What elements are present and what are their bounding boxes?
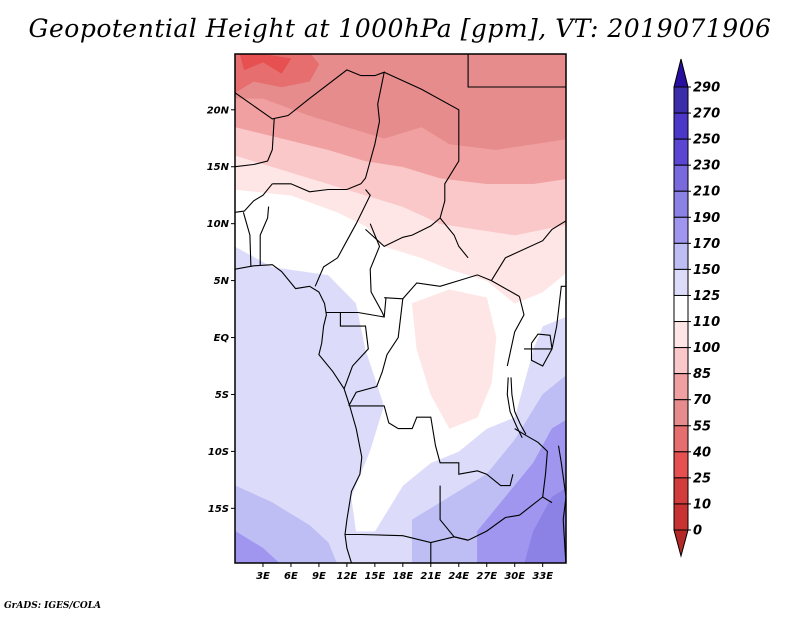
- border-togo-benin: [242, 212, 252, 267]
- colorbar-swatch: [673, 294, 689, 323]
- border-congo-drc: [348, 298, 404, 407]
- border-niger-libya-chad: [360, 71, 385, 185]
- border-mali-niger: [235, 118, 275, 168]
- colorbar-label: 25: [693, 471, 711, 486]
- colorbar-swatch: [673, 321, 689, 349]
- colorbar-label: 40: [692, 445, 711, 460]
- x-tick-label: 6E: [284, 571, 298, 582]
- colorbar-label: 250: [693, 133, 720, 148]
- fill-150-170: [235, 485, 337, 563]
- y-tick-label: 10S: [208, 447, 229, 458]
- colorbar-label: 150: [693, 263, 720, 278]
- fill-100-110-congo: [411, 289, 497, 429]
- border-drc-angola: [349, 405, 514, 487]
- y-tick-label: 15N: [207, 162, 230, 173]
- colorbar-swatch: [673, 451, 689, 479]
- border-lake-tanganyika-e: [510, 377, 527, 435]
- border-nigeria-cameroon: [314, 189, 371, 287]
- x-tick-label: 12E: [337, 571, 358, 582]
- border-niger-nigeria: [272, 183, 362, 193]
- border-south-sudan: [490, 220, 566, 281]
- border-algeria-niger: [235, 69, 362, 120]
- colorbar-label: 170: [693, 237, 720, 252]
- border-car-drc: [384, 274, 520, 300]
- border-zambia-zimbabwe: [467, 496, 553, 541]
- y-tick-label: EQ: [214, 333, 230, 344]
- coastline-west-africa: [235, 264, 363, 563]
- colorbar-swatch: [673, 86, 689, 114]
- colorbar-swatch: [673, 112, 689, 140]
- colorbar-label: 110: [693, 315, 720, 330]
- colorbar-arrow-min: [673, 529, 689, 558]
- colorbar-swatch: [673, 268, 689, 296]
- colorbar-swatch: [673, 190, 689, 218]
- colorbar-label: 290: [693, 81, 720, 96]
- chart-title: Geopotential Height at 1000hPa [gpm], VT…: [28, 14, 772, 43]
- border-zambia-tanzania: [514, 428, 548, 498]
- fill-25-40: [239, 54, 292, 74]
- border-egypt-sudan: [467, 54, 566, 88]
- colorbar-swatch: [673, 216, 689, 244]
- map-frame: [234, 53, 567, 564]
- colorbar-swatch: [673, 503, 689, 531]
- y-axis: 20N 15N 10N 5N EQ 5S 10S 15S: [207, 105, 235, 515]
- colorbar-swatch: [673, 164, 689, 192]
- border-cameroon-car: [369, 223, 385, 318]
- border-burkina: [235, 183, 273, 213]
- x-tick-label: 27E: [476, 571, 497, 582]
- fill-190-210: [524, 488, 566, 563]
- y-tick-label: 5S: [215, 390, 229, 401]
- colorbar-legend: 0 10 25 40 55 70 85 100 110 125 150 170 190 210 230 250…: [673, 58, 720, 558]
- border-cameroon-gabon: [326, 297, 387, 318]
- lake-victoria: [530, 333, 553, 367]
- colorbar-swatch: [673, 399, 689, 427]
- x-tick-label: 15E: [364, 571, 385, 582]
- colorbar-label: 230: [693, 159, 720, 174]
- colorbar-swatch: [673, 477, 689, 505]
- contour-fill-layer: [235, 54, 566, 563]
- fill-170-190: [235, 530, 280, 563]
- border-gabon-congo: [339, 312, 369, 389]
- border-chad-car: [365, 217, 441, 248]
- border-angola-namibia: [345, 533, 469, 544]
- y-tick-label: 20N: [207, 105, 230, 116]
- y-tick-label: 15S: [208, 504, 229, 515]
- colorbar-arrow-max: [673, 58, 689, 88]
- colorbar-label: 70: [693, 393, 711, 408]
- border-mozambique-malawi: [557, 445, 566, 563]
- x-tick-label: 30E: [504, 571, 525, 582]
- border-libya-chad-sudan: [383, 71, 469, 259]
- x-tick-label: 33E: [532, 571, 553, 582]
- border-lake-tanganyika-w: [506, 377, 523, 438]
- x-tick-label: 9E: [312, 571, 326, 582]
- colorbar-swatch: [673, 373, 689, 401]
- colorbar-label: 10: [693, 497, 711, 512]
- border-uganda-kenya: [524, 285, 566, 350]
- colorbar-swatch: [673, 347, 689, 375]
- colorbar-label: 85: [693, 367, 711, 382]
- colorbar-label: 270: [693, 107, 720, 122]
- y-tick-label: 5N: [214, 276, 230, 287]
- border-benin-nigeria: [259, 206, 270, 266]
- x-tick-label: 3E: [256, 571, 270, 582]
- x-tick-label: 24E: [448, 571, 469, 582]
- colorbar-swatch: [673, 242, 689, 270]
- colorbar-swatch: [673, 138, 689, 166]
- colorbar-swatch: [673, 425, 689, 453]
- colorbar-label: 100: [693, 341, 720, 356]
- grads-credit: GrADS: IGES/COLA: [4, 601, 102, 611]
- country-borders: [235, 54, 566, 563]
- colorbar-label: 210: [693, 185, 720, 200]
- x-tick-label: 18E: [392, 571, 413, 582]
- colorbar-label: 190: [693, 211, 720, 226]
- colorbar-label: 0: [693, 524, 702, 539]
- colorbar-label: 125: [693, 289, 720, 304]
- border-uganda-drc: [506, 296, 525, 367]
- x-axis: 3E 6E 9E 12E 15E 18E 21E 24E 27E 30E 33E: [256, 563, 553, 582]
- y-tick-label: 10N: [207, 219, 230, 230]
- fill-55-70-tibesti: [393, 86, 441, 116]
- x-tick-label: 21E: [420, 571, 441, 582]
- colorbar-label: 55: [693, 419, 711, 434]
